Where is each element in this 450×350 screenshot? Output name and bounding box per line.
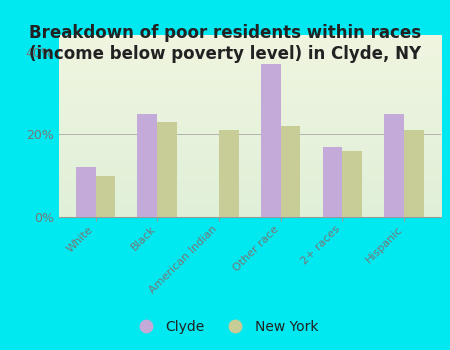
Bar bbox=[342, 151, 362, 217]
Bar bbox=[404, 130, 424, 217]
Bar bbox=[384, 114, 404, 217]
Bar bbox=[157, 122, 177, 217]
Bar bbox=[95, 176, 115, 217]
Bar bbox=[323, 147, 342, 217]
Bar bbox=[137, 114, 157, 217]
Bar bbox=[281, 126, 300, 217]
Text: Breakdown of poor residents within races
(income below poverty level) in Clyde, : Breakdown of poor residents within races… bbox=[29, 25, 421, 63]
Legend: Clyde, New York: Clyde, New York bbox=[126, 314, 324, 340]
Bar bbox=[219, 130, 238, 217]
Bar bbox=[76, 167, 95, 217]
Bar bbox=[261, 64, 281, 217]
